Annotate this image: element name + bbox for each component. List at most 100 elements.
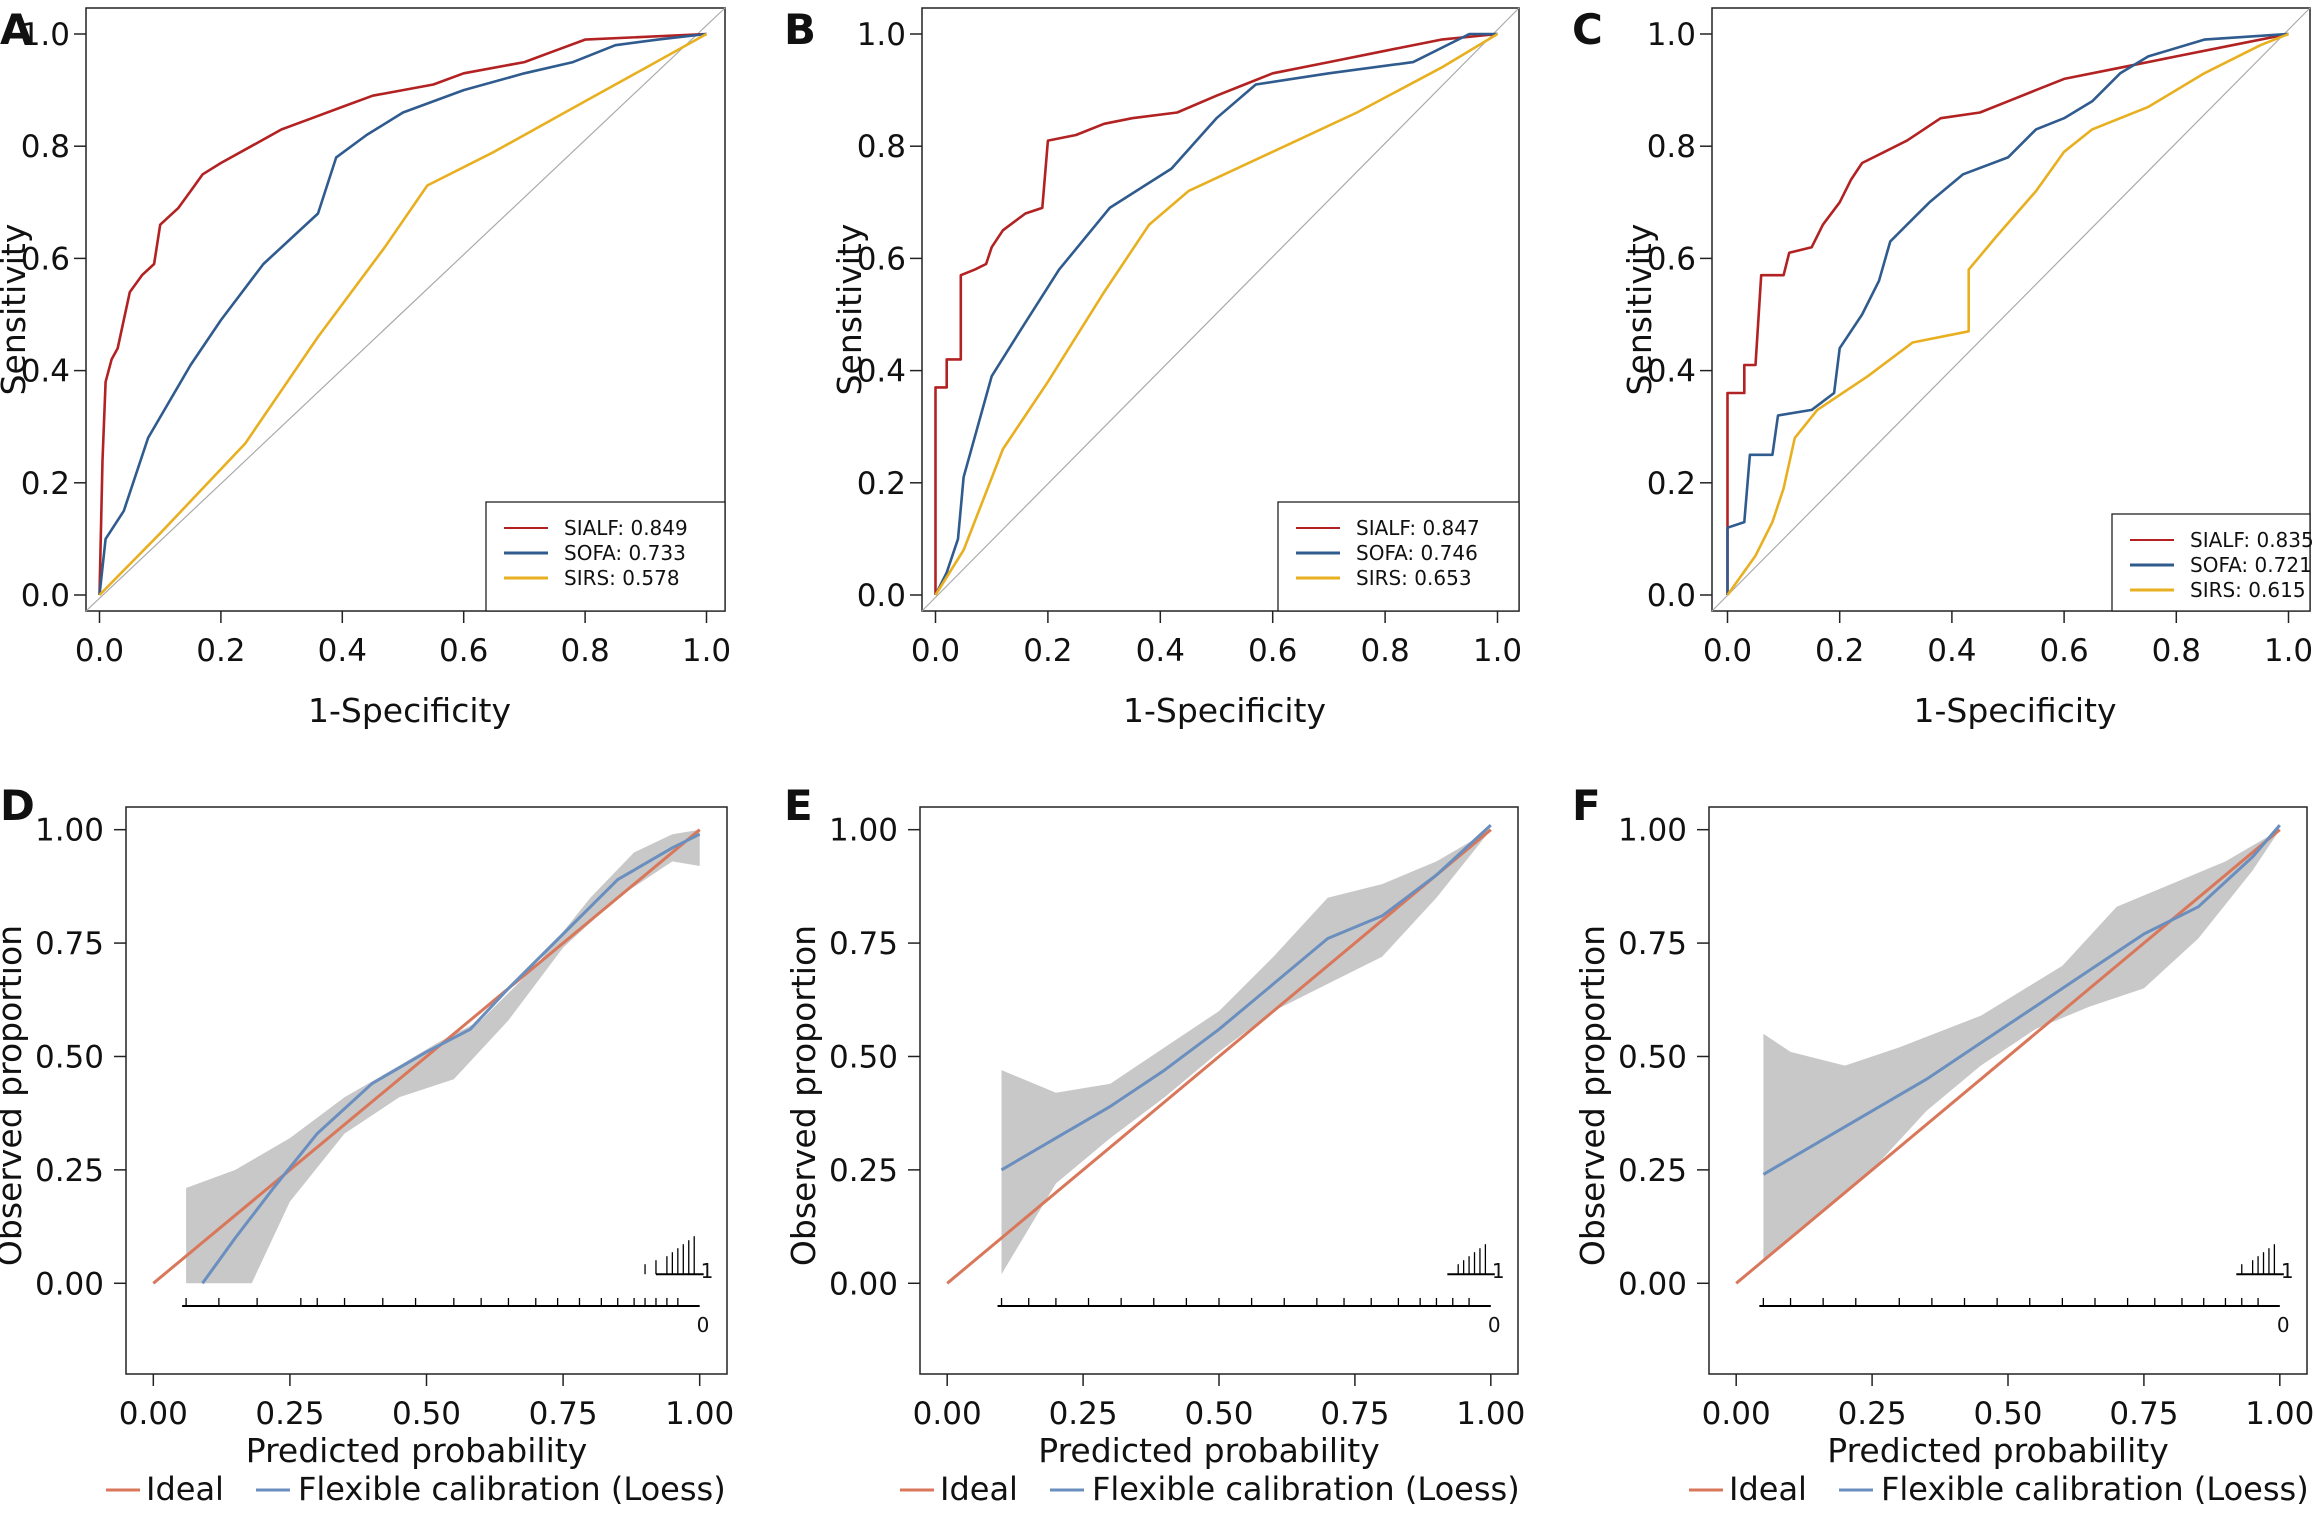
y-tick-label: 0.00 <box>35 1266 104 1302</box>
y-tick-label: 1.00 <box>35 813 104 849</box>
legend-loess: Flexible calibration (Loess) <box>298 1470 726 1508</box>
rug-label-zero: 0 <box>1488 1313 1501 1337</box>
panel-d: D 1 0 0.00 0.25 0.50 0.75 1.00 0.00 0.25 0.50 0.75 1… <box>0 781 734 1508</box>
x-tick-label: 0.50 <box>1184 1396 1253 1432</box>
loess-curve <box>1762 824 2281 1176</box>
legend-ideal: Ideal <box>1729 1470 1807 1508</box>
legend-ideal: Ideal <box>940 1470 1018 1508</box>
panel-letter: E <box>784 781 813 830</box>
y-tick-label: 1.00 <box>1618 813 1687 849</box>
roc-curve-sirs <box>1726 32 2289 596</box>
x-tick-label: 0.25 <box>255 1396 324 1432</box>
x-tick-label: 0.4 <box>318 633 367 669</box>
y-tick-label: 0.75 <box>35 926 104 962</box>
confidence-band <box>186 829 700 1284</box>
x-tick-label: 0.4 <box>1927 633 1976 669</box>
x-tick-label: 0.25 <box>1049 1396 1118 1432</box>
panel-c: C 0.0 0.2 0.4 0.6 0.8 1.0 0.0 0.2 0.4 0.6 0.8 1.0 1-S… <box>1572 5 2314 730</box>
x-tick-label: 1.0 <box>1473 633 1522 669</box>
x-tick-label: 0.0 <box>75 633 124 669</box>
rug-label-one: 1 <box>2281 1259 2294 1283</box>
x-tick-label: 0.8 <box>1360 633 1409 669</box>
x-tick-label: 0.4 <box>1136 633 1185 669</box>
y-tick-label: 0.0 <box>857 578 906 614</box>
x-tick-label: 0.2 <box>196 633 245 669</box>
confidence-band <box>1001 829 1491 1275</box>
x-tick-label: 0.6 <box>2039 633 2088 669</box>
legend-entry: SOFA: 0.746 <box>1356 541 1478 565</box>
plot-frame <box>125 806 728 1375</box>
x-tick-label: 0.50 <box>1973 1396 2042 1432</box>
plot-frame <box>85 7 726 612</box>
y-tick-label: 0.50 <box>1618 1039 1687 1075</box>
y-axis-title: Sensitivity <box>1620 224 1659 396</box>
y-axis-title: Observed proportion <box>0 925 29 1266</box>
y-tick-label: 0.25 <box>1618 1153 1687 1189</box>
rug-label-one: 1 <box>701 1259 714 1283</box>
x-axis-title: Predicted probability <box>1038 1431 1379 1470</box>
y-axis-title: Sensitivity <box>830 224 869 396</box>
y-tick-label: 0.75 <box>1618 926 1687 962</box>
y-tick-label: 0.8 <box>21 129 70 165</box>
x-tick-label: 1.00 <box>1456 1396 1525 1432</box>
panel-b: B 0.0 0.2 0.4 0.6 0.8 1.0 0.0 0.2 0.4 0.6 0.8 1.0 1-S… <box>784 5 1522 730</box>
loess-curve <box>201 832 701 1285</box>
y-tick-label: 0.8 <box>857 129 906 165</box>
legend-entry: SIALF: 0.849 <box>564 516 688 540</box>
legend-loess: Flexible calibration (Loess) <box>1092 1470 1520 1508</box>
y-tick-label: 0.6 <box>857 241 906 277</box>
panel-letter: C <box>1572 5 1603 54</box>
legend-entry: SIRS: 0.578 <box>564 566 680 590</box>
x-tick-label: 0.00 <box>913 1396 982 1432</box>
x-tick-label: 0.8 <box>560 633 609 669</box>
roc-curve-sirs <box>934 32 1499 596</box>
y-tick-label: 0.50 <box>35 1039 104 1075</box>
legend-entry: SIRS: 0.615 <box>2190 578 2306 602</box>
roc-curve-sofa <box>1726 32 2289 595</box>
y-tick-label: 1.0 <box>857 17 906 53</box>
rug-label-one: 1 <box>1492 1259 1505 1283</box>
roc-curve-sofa <box>98 32 707 596</box>
roc-curve-sofa <box>934 32 1498 596</box>
x-tick-label: 0.2 <box>1023 633 1072 669</box>
y-axis-title: Observed proportion <box>784 925 823 1266</box>
x-tick-label: 0.8 <box>2152 633 2201 669</box>
legend-box <box>2111 513 2311 612</box>
loess-curve <box>1000 823 1492 1172</box>
x-tick-label: 1.00 <box>665 1396 734 1432</box>
y-tick-label: 0.6 <box>21 241 70 277</box>
panel-letter: F <box>1572 781 1601 830</box>
diagonal-reference-line <box>921 7 1520 612</box>
legend-entry: SOFA: 0.733 <box>564 541 686 565</box>
y-tick-label: 0.4 <box>1647 354 1696 390</box>
y-tick-label: 0.00 <box>829 1266 898 1302</box>
x-tick-label: 1.00 <box>2245 1396 2314 1432</box>
y-tick-label: 0.0 <box>1647 578 1696 614</box>
x-tick-label: 0.2 <box>1815 633 1864 669</box>
y-tick-label: 0.75 <box>829 926 898 962</box>
ideal-line <box>1735 828 2281 1285</box>
x-tick-label: 0.25 <box>1838 1396 1907 1432</box>
x-tick-label: 1.0 <box>682 633 731 669</box>
plot-frame <box>1711 7 2311 612</box>
y-tick-label: 1.0 <box>1647 17 1696 53</box>
x-tick-label: 0.00 <box>1702 1396 1771 1432</box>
y-tick-label: 0.2 <box>21 466 70 502</box>
y-tick-label: 0.25 <box>829 1153 898 1189</box>
x-tick-label: 0.75 <box>529 1396 598 1432</box>
panel-a: A 0.0 0.2 0.4 0.6 0.8 1.0 0.0 0.2 0.4 0.6 0.8 1.0 1-S… <box>0 5 731 730</box>
ideal-line <box>946 828 1492 1285</box>
diagonal-reference-line <box>1711 7 2311 612</box>
ideal-line <box>152 828 701 1285</box>
panel-e: E 1 0 0.00 0.25 0.50 0.75 1.00 0.00 0.25 0.50 0.75 1… <box>784 781 1525 1508</box>
panel-letter: D <box>0 781 35 830</box>
roc-curve-sialf <box>98 32 707 596</box>
x-tick-label: 0.50 <box>392 1396 461 1432</box>
y-tick-label: 0.6 <box>1647 241 1696 277</box>
legend-box <box>1277 501 1520 612</box>
x-tick-label: 0.75 <box>2109 1396 2178 1432</box>
y-tick-label: 1.00 <box>829 813 898 849</box>
x-tick-label: 0.0 <box>1703 633 1752 669</box>
x-tick-label: 0.00 <box>119 1396 188 1432</box>
y-tick-label: 0.00 <box>1618 1266 1687 1302</box>
